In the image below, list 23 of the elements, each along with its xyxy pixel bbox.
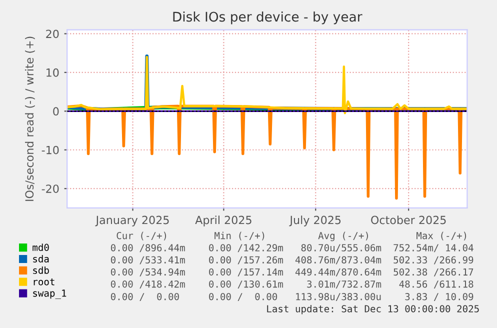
y-tick-label: -20 xyxy=(42,184,59,193)
x-tick-label: April 2025 xyxy=(195,216,252,226)
x-tick-label: July 2025 xyxy=(289,216,341,226)
text: 0.00 /418.42m 0.00 /130.61m 3.01m/732.87m 48.56 /611.18 xyxy=(110,280,474,288)
legend-label: md0 xyxy=(32,244,49,252)
text: 0.00 /534.94m 0.00 /157.14m 449.44m/870.64m 502.38 /266.17 xyxy=(110,268,474,276)
text: Cur (-/+) Min (-/+) Avg (-/+) Max (-/+) xyxy=(116,232,466,242)
chart-title: Disk IOs per device - by year xyxy=(173,11,362,24)
legend-label: sdb xyxy=(33,266,49,274)
legend-label: swap_1 xyxy=(33,290,66,299)
y-tick-label: 0 xyxy=(53,107,59,116)
y-tick-label: 10 xyxy=(46,68,59,77)
text: 0.00 /896.44m 0.00 /142.29m 80.70u/555.06m 752.54m/ 14.04 xyxy=(110,244,474,252)
y-tick-label: 20 xyxy=(46,30,59,38)
legend-label: root xyxy=(34,278,54,286)
x-tick-label: October 2025 xyxy=(371,216,446,224)
text: Last update: Sat Dec 13 00:00:00 2025 xyxy=(267,304,479,314)
x-tick-label: January 2025 xyxy=(95,216,169,226)
text: 0.00 /533.41m 0.00 /157.26m 408.76m/873.04m 502.33 /266.99 xyxy=(110,256,474,264)
y-tick-label: -10 xyxy=(42,146,59,154)
legend-label: sda xyxy=(33,255,49,262)
y-axis-title: IOs/second read (-) / write (+) xyxy=(25,36,35,201)
text: 0.00 / 0.00 0.00 / 0.00 113.98u/383.00u 3.83 / 10.09 xyxy=(110,293,474,302)
